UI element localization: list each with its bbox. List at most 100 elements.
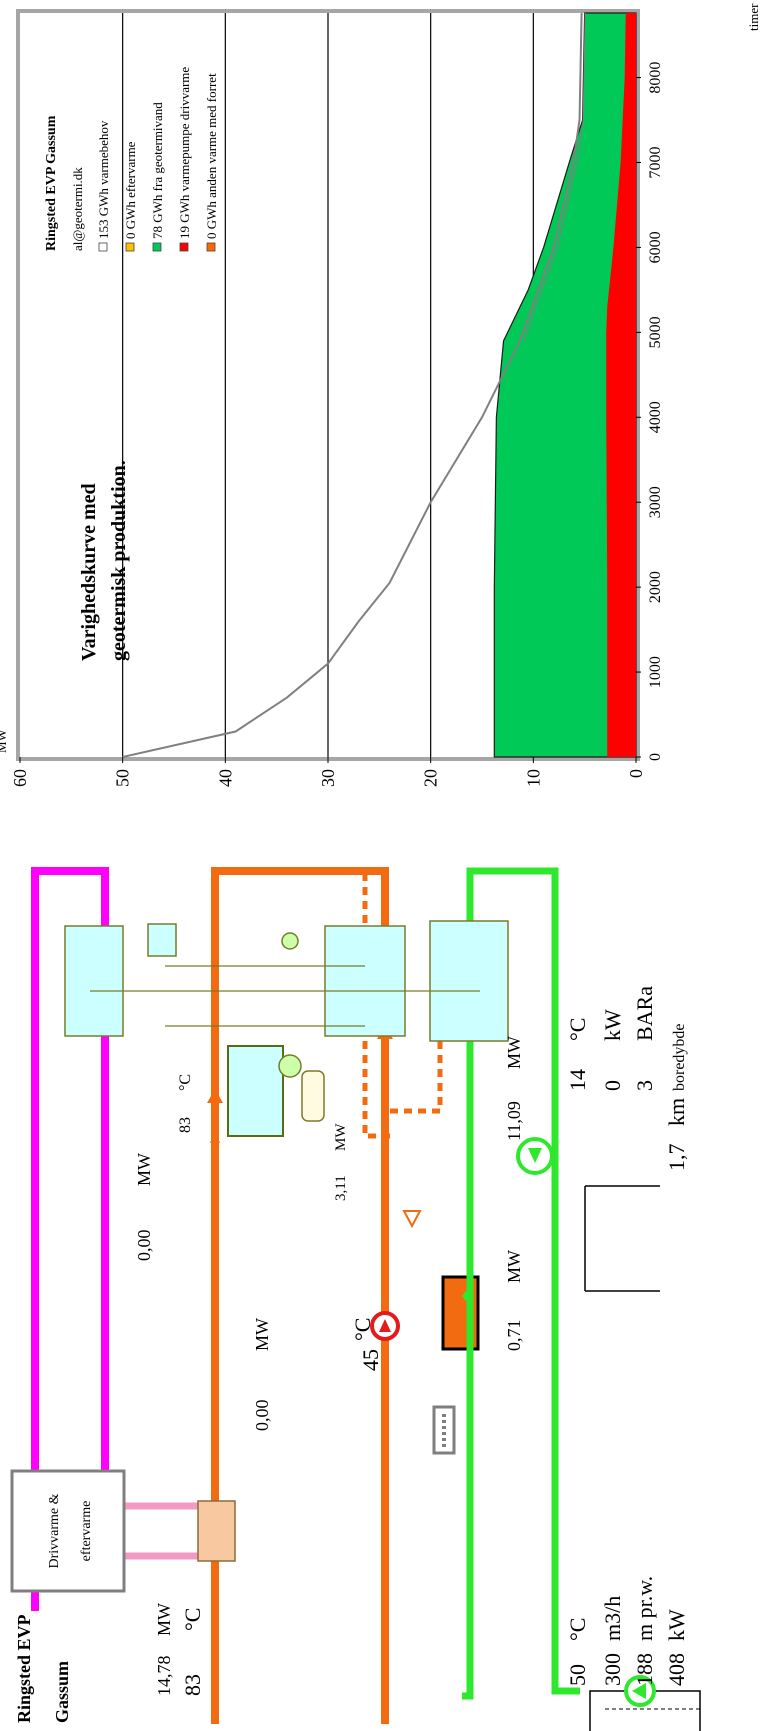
y-tick-labels: 0 10 20 30 40 50 60 [10,757,646,787]
y-axis-label: MW [0,728,9,753]
hx-power-value: 0,71 [504,1320,524,1352]
injection-data: 14 °C 0 kW 3 BARa [565,986,657,1091]
geo-flow-arrow-icon [462,1286,470,1306]
x-tick-1000: 1000 [647,656,664,688]
x-axis-label: timer [746,3,761,31]
legend-label-0: 153 GWh varmebehov [96,120,111,239]
y-tick-0: 0 [626,769,646,778]
x-tick-5000: 5000 [647,316,664,348]
y-tick-10: 10 [523,769,543,787]
hp-power-unit: MW [333,1123,349,1151]
injection-power-unit: kW [600,1009,625,1041]
injection-pump-arrow-icon [528,1148,542,1163]
well-head-unit: m pr.w. [632,1576,657,1641]
aftertreat-hx [197,1500,236,1562]
geo-power-value: 11,09 [504,1101,524,1141]
y-tick-20: 20 [421,769,441,787]
well-flow-unit: m3/h [600,1596,625,1641]
x-tick-2000: 2000 [647,571,664,603]
legend-swatch-0 [98,242,108,252]
x-tick-8000: 8000 [647,62,664,94]
evaporator-unit-1 [324,925,406,1037]
x-tick-3000: 3000 [647,486,664,518]
series-line-demand [122,12,583,758]
well-pump-power-value: 408 [664,1653,689,1686]
drive-power-value: 0,00 [252,1400,272,1432]
injection-pressure-unit: BARa [632,986,657,1041]
depth-value: 1,7 [664,1144,689,1172]
legend-label-4: 0 GWh anden varme med forret [204,73,219,239]
aftertreat-power-unit: MW [134,1153,154,1186]
well-pump-arrow-icon [632,1683,646,1699]
y-tick-60: 60 [10,769,30,787]
bypass-valve-icon [402,1210,422,1229]
y-tick-30: 30 [318,769,338,787]
hx-bypass-line [390,1031,443,1114]
chart-title-line1: Varighedskurve med [78,483,100,661]
injection-temp-unit: °C [565,1018,590,1041]
schematic-title-line1: Ringsted EVP [14,1614,34,1723]
x-tick-labels: 0 1000 2000 3000 4000 5000 6000 7000 8000 [636,62,664,761]
legend-label-1: 0 GWh eftervarme [123,141,138,239]
circulation-pump-small-icon [281,932,299,950]
y-tick-40: 40 [215,769,235,787]
supply-power-value: 14,78 [154,1656,174,1697]
well-head-value: 188 [632,1653,657,1686]
geo-power-unit: MW [504,1036,524,1069]
condenser-unit-1 [64,925,124,1037]
well-temp-value: 50 [565,1664,590,1686]
boiler-box-line2: eftervarme [79,1501,94,1562]
x-tick-0: 0 [647,753,664,761]
x-tick-4000: 4000 [647,401,664,433]
process-schematic: Ringsted EVP Gassum Drivvarme & eftervar… [10,867,701,1731]
well-temp-unit: °C [565,1618,590,1641]
circulation-pump-icon [278,1054,302,1078]
boiler-box-line1: Drivvarme & [47,1493,62,1568]
filter-icon [432,1405,456,1455]
depth-suffix: boredybde [671,1023,688,1091]
duration-chart: 0 10 20 30 40 50 60 0 1000 2000 3000 4000 5000 6000 7… [0,3,761,787]
drive-power-unit: MW [252,1318,272,1351]
well-data: 50 °C 300 m3/h 188 m pr.w. 408 kW [565,1576,689,1686]
legend-swatch-2 [152,242,162,252]
expansion-vessel [147,923,177,957]
supply-temp-unit: °C [180,1608,205,1631]
legend-swatch-3 [179,242,189,252]
supply-direction-arrow [207,1089,223,1103]
legend-swatch-1 [125,242,135,252]
hp-outlet-temp-value: 83 [177,1117,194,1133]
depth-unit: km [664,1098,689,1126]
injection-temp-value: 14 [565,1069,590,1091]
oil-separator-icon [301,1070,325,1122]
series-area-heatpump [606,13,636,757]
compressor-unit [227,1045,284,1137]
return-pump-arrow-icon [379,1319,391,1332]
legend-items: 153 GWh varmebehov 0 GWh eftervarme 78 GWh… [96,67,219,252]
legend-header-2: al@geotermi.dk [70,167,85,251]
return-temp-value: 45 [358,1349,383,1371]
supply-temp-value: 83 [180,1674,205,1696]
x-tick-7000: 7000 [647,146,664,178]
area-series [493,12,637,758]
evaporator-unit-2 [429,920,509,1042]
legend-label-2: 78 GWh fra geotermivand [150,102,165,239]
x-tick-6000: 6000 [647,231,664,263]
well-pump-power-unit: kW [664,1609,689,1641]
supply-power-unit: MW [154,1603,174,1636]
legend-swatch-4 [206,242,216,252]
return-temp-unit: °C [350,1318,375,1341]
chart-title-line2: geotermisk produktion. [108,460,130,661]
drive-heat-loop [31,867,109,1611]
series-line-demand-shadow [523,12,586,342]
supply-flow-arrow [210,1131,220,1143]
legend: Ringsted EVP Gassum al@geotermi.dk 153 G… [44,67,219,252]
hp-power-value: 3,11 [333,1175,349,1201]
schematic-title-line2: Gassum [52,1661,72,1723]
hx-power-unit: MW [504,1250,524,1283]
aftertreat-power-value: 0,00 [134,1230,154,1262]
boiler-box [10,1469,126,1593]
y-tick-50: 50 [113,769,133,787]
